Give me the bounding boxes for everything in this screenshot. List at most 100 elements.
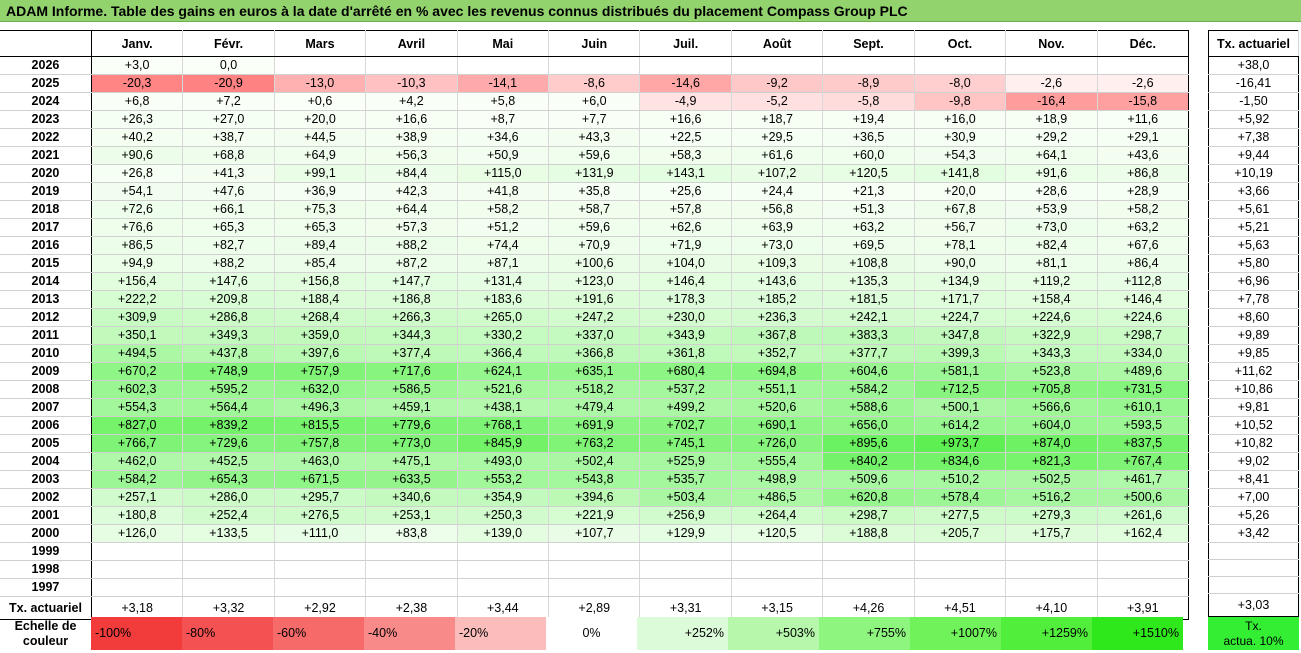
gain-cell: +503,4 [639, 488, 732, 507]
gain-cell: +475,1 [365, 452, 458, 471]
gain-cell: -20,3 [91, 74, 184, 93]
gain-cell: +75,3 [274, 200, 367, 219]
gain-cell: +91,6 [1005, 164, 1098, 183]
gain-cell: +26,8 [91, 164, 184, 183]
gain-cell: +265,0 [457, 308, 550, 327]
gain-cell: +53,9 [1005, 200, 1098, 219]
gain-cell [274, 560, 367, 579]
gain-cell: +20,0 [914, 182, 1007, 201]
gain-cell: +62,6 [639, 218, 732, 237]
actuarial-cell: +7,78 [1208, 290, 1299, 309]
gain-cell [457, 542, 550, 561]
gain-cell: +221,9 [548, 506, 641, 525]
gain-cell: +361,8 [639, 344, 732, 363]
gain-cell: +520,6 [731, 398, 824, 417]
year-label: 2020 [0, 164, 92, 183]
year-row: 2007 +554,3 +564,4 +496,3 +459,1 +438,1 +479,4… [0, 398, 1190, 417]
year-label: 2023 [0, 110, 92, 129]
gain-cell: +535,7 [639, 470, 732, 489]
gain-cell: +340,6 [365, 488, 458, 507]
gain-cell: +459,1 [365, 398, 458, 417]
gain-cell: +18,9 [1005, 110, 1098, 129]
gain-cell: -5,8 [822, 92, 915, 111]
gain-cell: +141,8 [914, 164, 1007, 183]
gain-cell: +236,3 [731, 308, 824, 327]
gain-cell: -2,6 [1005, 74, 1098, 93]
month-header: Oct. [914, 30, 1007, 57]
gain-cell: +489,6 [1097, 362, 1190, 381]
gain-cell: +256,9 [639, 506, 732, 525]
gain-cell: +54,1 [91, 182, 184, 201]
gain-cell: +120,5 [731, 524, 824, 543]
year-row: 2008 +602,3 +595,2 +632,0 +586,5 +521,6 +518,2… [0, 380, 1190, 399]
gain-cell [365, 560, 458, 579]
actuarial-cell: +5,21 [1208, 218, 1299, 237]
gain-cell: +635,1 [548, 362, 641, 381]
gain-cell: +109,3 [731, 254, 824, 273]
scale-label-line2: couleur [22, 634, 69, 648]
gain-cell: +694,8 [731, 362, 824, 381]
gain-cell: +104,0 [639, 254, 732, 273]
year-label: 2002 [0, 488, 92, 507]
gain-cell: +19,4 [822, 110, 915, 129]
gain-cell: +69,5 [822, 236, 915, 255]
gain-cell [274, 56, 367, 75]
gain-cell: +146,4 [1097, 290, 1190, 309]
footer-actuarial-cell: +3,03 [1208, 593, 1299, 617]
year-row: 2019 +54,1 +47,6 +36,9 +42,3 +41,8 +35,8 +25,6 +… [0, 182, 1190, 201]
gain-cell: +624,1 [457, 362, 550, 381]
gain-cell: +147,7 [365, 272, 458, 291]
gain-cell: +16,6 [365, 110, 458, 129]
gain-cell: +463,0 [274, 452, 367, 471]
year-row: 1999 [0, 542, 1190, 561]
actuarial-legend-line1: Tx. [1245, 619, 1262, 633]
gain-cell: +230,0 [639, 308, 732, 327]
gain-cell: +16,6 [639, 110, 732, 129]
year-label: 2012 [0, 308, 92, 327]
month-header: Juil. [639, 30, 732, 57]
gain-cell: +334,0 [1097, 344, 1190, 363]
gain-cell: +86,5 [91, 236, 184, 255]
page-title: ADAM Informe. Table des gains en euros à… [0, 0, 1301, 22]
footer-cell: +3,91 [1097, 596, 1190, 620]
gain-cell: +107,7 [548, 524, 641, 543]
gain-cell: +266,3 [365, 308, 458, 327]
gain-cell: +322,9 [1005, 326, 1098, 345]
year-label: 2013 [0, 290, 92, 309]
year-row: 2011 +350,1 +349,3 +359,0 +344,3 +330,2 +337,0… [0, 326, 1190, 345]
scale-label: Echelle de couleur [0, 617, 91, 650]
month-header: Sept. [822, 30, 915, 57]
month-header: Juin [548, 30, 641, 57]
gain-cell: +123,0 [548, 272, 641, 291]
gain-cell [1005, 560, 1098, 579]
gain-cell: +209,8 [182, 290, 275, 309]
gain-cell: +367,8 [731, 326, 824, 345]
year-label: 2026 [0, 56, 92, 75]
gain-cell: -8,6 [548, 74, 641, 93]
gain-cell: +65,3 [182, 218, 275, 237]
gain-cell: +133,5 [182, 524, 275, 543]
gain-cell: +7,2 [182, 92, 275, 111]
gain-cell: +28,9 [1097, 182, 1190, 201]
gain-cell: +40,2 [91, 128, 184, 147]
gain-cell: +566,6 [1005, 398, 1098, 417]
gain-cell: +185,2 [731, 290, 824, 309]
year-row: 1997 [0, 578, 1190, 597]
gain-cell: +602,3 [91, 380, 184, 399]
year-row: 2022 +40,2 +38,7 +44,5 +38,9 +34,6 +43,3 +22,5 +… [0, 128, 1190, 147]
year-label: 2011 [0, 326, 92, 345]
scale-cell: -20% [455, 617, 546, 650]
gain-cell: +499,2 [639, 398, 732, 417]
footer-cell: +2,38 [365, 596, 458, 620]
gain-cell: +845,9 [457, 434, 550, 453]
year-label: 1997 [0, 578, 92, 597]
gain-cell: +462,0 [91, 452, 184, 471]
gain-cell: +354,9 [457, 488, 550, 507]
gain-cell: +768,1 [457, 416, 550, 435]
gain-cell: +50,9 [457, 146, 550, 165]
gain-cell: +71,9 [639, 236, 732, 255]
gain-cell: +261,6 [1097, 506, 1190, 525]
gain-cell: +90,0 [914, 254, 1007, 273]
gain-cell: +502,4 [548, 452, 641, 471]
gain-cell: +41,3 [182, 164, 275, 183]
